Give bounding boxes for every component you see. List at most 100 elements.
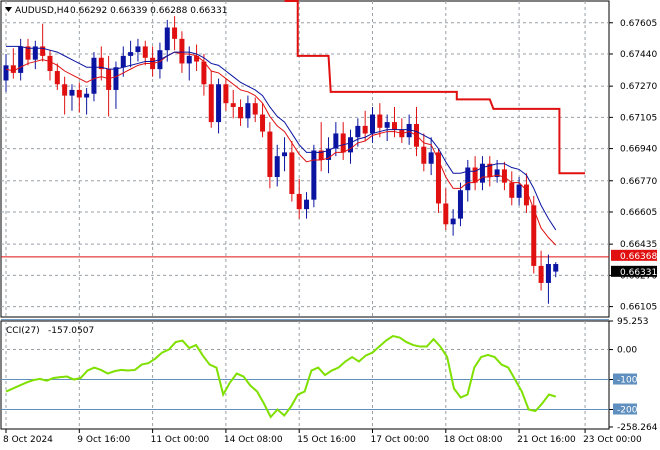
candle-body — [516, 184, 522, 198]
candle-body — [40, 46, 46, 56]
candle-body — [391, 122, 397, 130]
candle-body — [494, 169, 500, 177]
price-grid — [1, 1, 609, 317]
candle-body — [370, 114, 375, 134]
candle-body — [91, 57, 97, 94]
candle-body — [311, 150, 317, 200]
symbol-label: AUDUSD,H4 — [15, 6, 70, 16]
cci-label: CCI(27) — [6, 326, 40, 336]
time-tick-label: 8 Oct 2024 — [3, 435, 53, 445]
cci-tick-label: 0.00 — [617, 346, 637, 356]
symbol-header: AUDUSD,H4 0.66292 0.66339 0.66288 0.6633… — [5, 6, 227, 16]
time-tick-label: 15 Oct 16:00 — [297, 435, 356, 445]
cci-line — [5, 334, 557, 419]
fast-moving-average — [5, 51, 557, 246]
candle-body — [106, 69, 112, 90]
cci-header: CCI(27) -157.0507 — [6, 326, 94, 336]
trailing-stop-line — [284, 0, 586, 175]
candle-body — [340, 133, 346, 153]
time-tick-label: 21 Oct 16:00 — [517, 435, 576, 445]
candle-body — [553, 264, 559, 272]
price-tick-label: 0.66435 — [620, 240, 657, 250]
price-tick-label: 0.66605 — [620, 208, 657, 218]
candle-body — [523, 184, 529, 206]
candle-body — [289, 152, 295, 195]
candle-body — [128, 52, 134, 56]
candle-body — [355, 125, 361, 138]
cci-tick-label: -200 — [617, 406, 638, 416]
price-tick-label: 0.67440 — [620, 50, 657, 60]
candle-body — [538, 265, 544, 283]
candle-body — [69, 89, 75, 96]
cci-y-axis: 95.253 0.00 -100 -200 -258.264 — [609, 317, 658, 433]
stop-line-path — [284, 0, 586, 175]
cci-tick-label: 95.253 — [617, 317, 649, 327]
time-tick-label: 23 Oct 00:00 — [583, 435, 642, 445]
candle-body — [252, 103, 258, 115]
candle-body — [406, 123, 412, 138]
cci-grid — [5, 321, 586, 429]
candle-body — [450, 218, 456, 225]
candle-body — [443, 203, 449, 225]
candle-body — [142, 46, 148, 58]
candle-body — [3, 65, 9, 81]
candle-body — [501, 169, 507, 183]
candle-body — [201, 61, 207, 85]
candle-body — [194, 55, 200, 62]
candle-body — [333, 133, 339, 149]
cci-tick-label: -100 — [617, 376, 638, 386]
time-tick-label: 11 Oct 00:00 — [151, 435, 210, 445]
price-tick-label: 0.67105 — [620, 113, 657, 123]
time-tick-label: 17 Oct 00:00 — [371, 435, 430, 445]
candle-body — [186, 55, 192, 64]
candle-body — [509, 182, 515, 198]
candle-body — [179, 38, 185, 64]
price-tag-box — [611, 249, 657, 261]
price-tick-label: 0.67270 — [620, 82, 657, 92]
price-tag-label: 0.66368 — [620, 252, 657, 262]
candle-body — [282, 152, 288, 157]
candle-body — [545, 264, 551, 283]
candle-body — [326, 148, 332, 160]
candle-body — [531, 205, 537, 266]
candle-body — [428, 152, 434, 164]
candle-body — [348, 137, 354, 153]
candle-body — [472, 167, 478, 183]
candle-body — [84, 93, 90, 98]
candle-body — [164, 27, 170, 51]
candle-body — [47, 55, 53, 72]
candle-body — [76, 89, 82, 98]
price-tick-label: 0.66105 — [620, 303, 657, 313]
candle-body — [216, 84, 222, 123]
candle-body — [238, 106, 244, 119]
slow-moving-average — [6, 45, 557, 231]
time-tick-label: 9 Oct 16:00 — [77, 435, 130, 445]
cci-level-tag — [613, 403, 637, 415]
candle-body — [421, 146, 427, 164]
time-tick-label: 14 Oct 08:00 — [224, 435, 283, 445]
candle-body — [208, 84, 214, 123]
candle-body — [267, 131, 273, 177]
candle-body — [479, 163, 485, 183]
cci-level-tag — [613, 373, 637, 385]
price-tick-label: 0.66940 — [620, 145, 657, 155]
candle-body — [304, 199, 310, 210]
ohlc-values: 0.66292 0.66339 0.66288 0.66331 — [70, 6, 227, 16]
candle-body — [435, 152, 441, 204]
candle-body — [487, 163, 493, 177]
price-panel — [0, 0, 610, 318]
cci-value: -157.0507 — [48, 326, 94, 336]
candle-body — [318, 150, 324, 160]
candle-body — [135, 46, 141, 53]
candle-body — [260, 114, 266, 132]
candle-body — [25, 46, 31, 60]
dropdown-triangle-icon[interactable] — [5, 7, 12, 12]
candle-body — [457, 190, 463, 219]
candle-body — [10, 65, 16, 73]
candle-body — [32, 46, 38, 60]
price-tag-box — [611, 265, 657, 277]
price-tick-label: 0.66770 — [620, 177, 657, 187]
candle-body — [120, 55, 126, 68]
candle-body — [296, 194, 302, 210]
candle-body — [384, 122, 390, 128]
